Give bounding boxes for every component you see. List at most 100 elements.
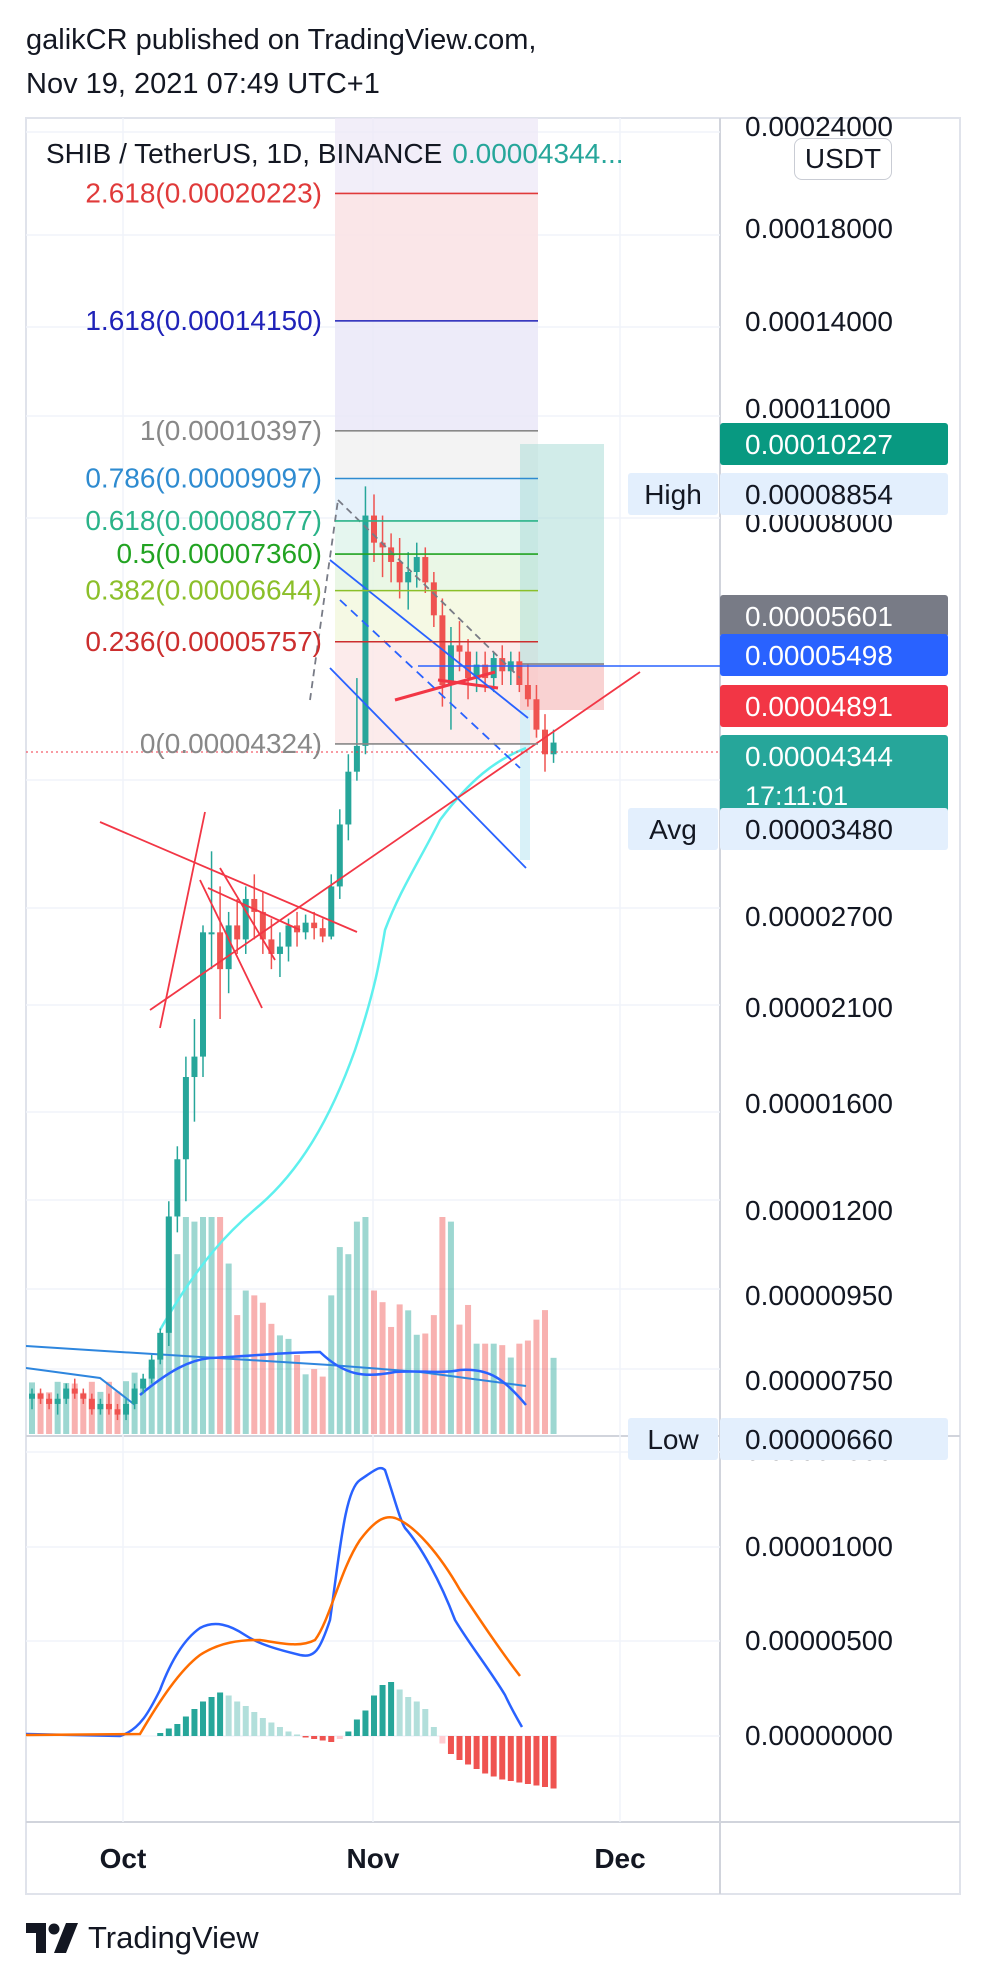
macd-histogram-bar (234, 1701, 241, 1736)
fib-level-label: 0.382(0.00006644) (85, 575, 322, 606)
triangle-line (99, 821, 358, 933)
volume-bar (482, 1343, 489, 1434)
macd-histogram-bar (302, 1736, 309, 1738)
volume-bar (524, 1340, 531, 1434)
position-box (520, 444, 604, 860)
candle-body (456, 645, 463, 652)
volume-bar (490, 1343, 497, 1434)
fib-level-label: 0.618(0.00008077) (85, 505, 322, 536)
fib-level-label: 0.236(0.00005757) (85, 626, 322, 657)
price-badge-value: 0.00005601 (745, 601, 893, 632)
macd-histogram-bar (285, 1731, 292, 1736)
volume-bar (447, 1221, 454, 1434)
stop-zone (520, 664, 604, 710)
candle-body (37, 1393, 44, 1399)
flag-line (394, 670, 496, 702)
publish-date: Nov 19, 2021 07:49 UTC+1 (26, 68, 380, 100)
badge-label-box (628, 473, 718, 515)
support-trendline (149, 671, 641, 1011)
candlesticks (29, 486, 557, 1421)
candle-body (191, 1056, 198, 1078)
macd-histogram-bar (473, 1736, 480, 1769)
price-axis-labels: 0.00024000 0.00018000 0.00014000 0.00011000… (745, 111, 893, 1446)
volume-bar (473, 1343, 480, 1434)
badge-label: High (644, 479, 702, 510)
volume-bar (37, 1392, 44, 1434)
price-axis-label: 0.00002100 (745, 992, 893, 1023)
volume-bar (140, 1384, 147, 1434)
macd-histogram-bar (533, 1736, 540, 1786)
candle-body (447, 645, 454, 685)
last-price: 0.00004344... (452, 138, 624, 169)
badge-label: Avg (649, 814, 697, 845)
macd-histogram-bar (268, 1722, 275, 1736)
symbol-info: SHIB / TetherUS, 1D, BINANCE 0.00004344..… (46, 138, 624, 170)
candle-body (182, 1077, 189, 1160)
macd-histogram-bar (405, 1697, 412, 1736)
brand-name: TradingView (88, 1920, 259, 1955)
volume-bar (430, 1315, 437, 1434)
macd-histogram-bar (507, 1736, 514, 1781)
price-badge-value: 0.00000660 (745, 1424, 893, 1455)
time-axis-labels: Oct Nov Dec (100, 1843, 646, 1874)
volume-bar (234, 1315, 241, 1434)
price-badge-value: 0.00004344 (745, 741, 893, 772)
fibonacci-zone (335, 118, 538, 744)
volume-bar (182, 1217, 189, 1434)
fib-level-label: 2.618(0.00020223) (85, 177, 322, 208)
macd-histogram-bar (311, 1736, 318, 1739)
fib-band (335, 430, 538, 479)
volume-channel (26, 1345, 527, 1387)
volume-bar (285, 1338, 292, 1434)
price-badge (720, 735, 948, 817)
signal-line (26, 1516, 521, 1737)
candle-body (328, 886, 335, 937)
macd-histogram-bar (319, 1736, 326, 1741)
fib-level-label: 0.786(0.00009097) (85, 463, 322, 494)
publish-header: galikCR published on TradingView.com, No… (26, 18, 536, 106)
channel-upper (329, 559, 529, 719)
dashed-channel (337, 499, 521, 679)
macd-histogram-bar (251, 1712, 258, 1736)
fib-level-label: 1.618(0.00014150) (85, 305, 322, 336)
macd-histogram-bar (276, 1727, 283, 1736)
candle-body (97, 1403, 104, 1410)
macd-histogram-bar (542, 1736, 548, 1787)
candle-body (353, 745, 360, 772)
moving-average-line (158, 746, 527, 1331)
candle-body (200, 932, 206, 1057)
volume-bar (80, 1392, 87, 1434)
macd-indicator (26, 1466, 557, 1789)
fib-level-label: 1(0.00010397) (140, 415, 322, 446)
currency-unit-button[interactable]: USDT (794, 138, 892, 180)
price-badge-value: 0.00010227 (745, 429, 893, 460)
macd-histogram-bar (225, 1695, 232, 1736)
triangle-line (199, 879, 263, 1009)
symbol-title: SHIB / TetherUS, 1D, BINANCE (46, 138, 443, 169)
volume-bar (413, 1334, 420, 1434)
candle-body (131, 1388, 138, 1404)
macd-histogram-bar (328, 1736, 335, 1742)
candle-body (157, 1332, 164, 1360)
volume-bar (311, 1369, 318, 1434)
volume-bar (191, 1221, 198, 1434)
candle-body (524, 684, 531, 700)
candle-body (46, 1398, 53, 1404)
price-badge (720, 685, 948, 727)
price-badge (720, 1418, 948, 1460)
volume-bar (533, 1319, 540, 1434)
price-axis-label: 0.00002700 (745, 901, 893, 932)
candle-body (396, 561, 403, 583)
macd-histogram-bar (482, 1736, 489, 1774)
candle-body (268, 939, 275, 954)
volume-bar (396, 1304, 403, 1434)
trend-drawings (26, 499, 720, 1029)
macd-histogram-bar (371, 1695, 377, 1736)
volume-bar (208, 1217, 215, 1434)
candle-body (550, 742, 557, 755)
candle-body (371, 515, 377, 543)
volume-bar (550, 1357, 557, 1434)
fib-level-label: 0(0.00004324) (140, 728, 322, 759)
